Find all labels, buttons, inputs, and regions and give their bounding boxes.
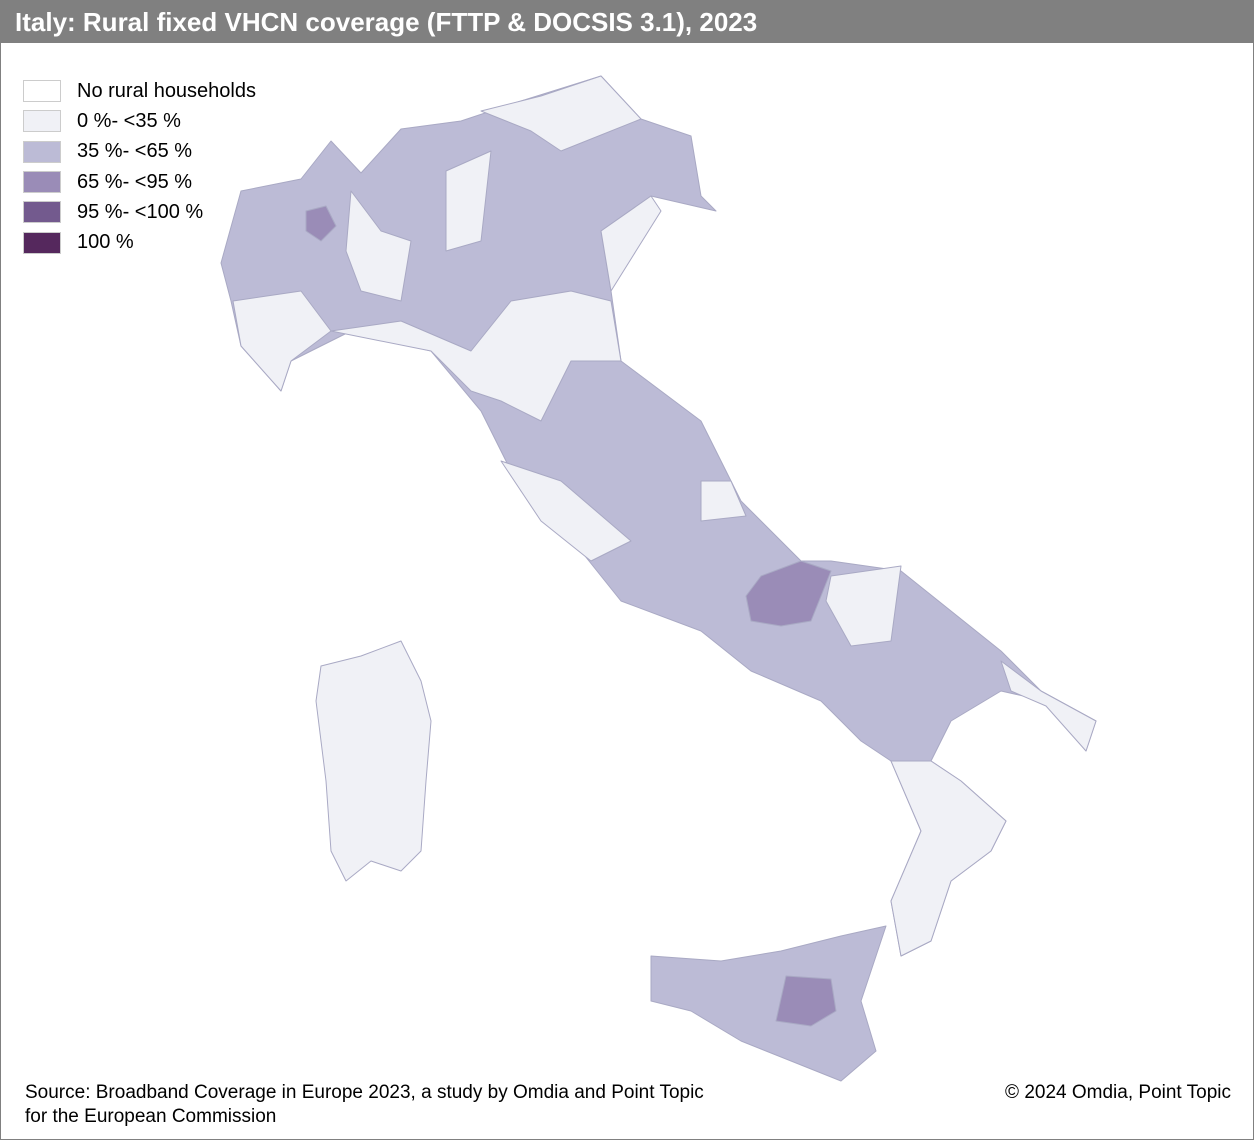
legend-label: No rural households	[77, 79, 256, 102]
cuneo-dark	[305, 205, 337, 242]
source-line: Source: Broadband Coverage in Europe 202…	[25, 1082, 704, 1103]
lazio	[500, 460, 632, 562]
legend-item: 0 %- <35 %	[23, 106, 256, 136]
legend-label: 95 %- <100 %	[77, 200, 204, 223]
piemonte-south	[232, 290, 332, 392]
alto-adige	[480, 75, 642, 152]
copyright: © 2024 Omdia, Point Topic	[1005, 1082, 1231, 1103]
legend-item: No rural households	[23, 76, 256, 106]
legend: No rural households 0 %- <35 % 35 %- <65 %…	[23, 76, 256, 258]
legend-item: 95 %- <100 %	[23, 197, 256, 227]
legend-swatch	[23, 201, 61, 224]
sicily-dark	[775, 975, 837, 1027]
legend-label: 65 %- <95 %	[77, 170, 193, 193]
source-line: for the European Commission	[25, 1106, 277, 1127]
legend-swatch	[23, 231, 61, 254]
legend-swatch	[23, 80, 61, 103]
legend-label: 35 %- <65 %	[77, 140, 193, 163]
legend-swatch	[23, 140, 61, 163]
legend-swatch	[23, 110, 61, 133]
sardinia	[315, 640, 432, 882]
veneto	[600, 195, 662, 292]
lombardia-east	[445, 150, 492, 252]
salento	[1000, 660, 1097, 752]
legend-item: 100 %	[23, 227, 256, 257]
legend-label: 100 %	[77, 231, 134, 254]
puglia-north	[825, 565, 902, 647]
sicily	[650, 925, 887, 1082]
title: Italy: Rural fixed VHCN coverage (FTTP &…	[1, 1, 1253, 43]
legend-swatch	[23, 171, 61, 194]
calabria	[890, 760, 1007, 957]
molise-dark	[745, 560, 832, 627]
lombardia	[345, 190, 412, 302]
source: Source: Broadband Coverage in Europe 202…	[25, 1081, 704, 1129]
legend-item: 65 %- <95 %	[23, 167, 256, 197]
legend-label: 0 %- <35 %	[77, 109, 181, 132]
legend-item: 35 %- <65 %	[23, 137, 256, 167]
liguria-tuscany	[330, 290, 622, 422]
abruzzo	[700, 480, 747, 522]
